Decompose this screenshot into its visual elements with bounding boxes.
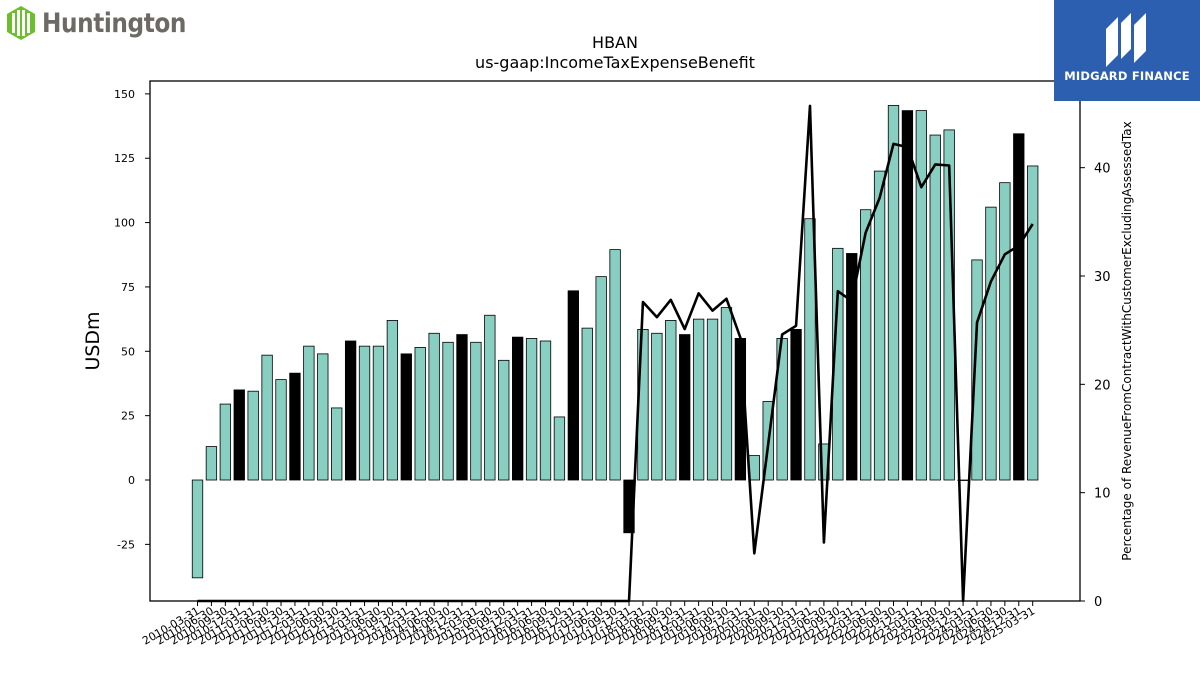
bar-2017-09-30 — [609, 249, 621, 481]
bar-2010-12-31 — [233, 389, 245, 481]
bar-2012-12-31 — [344, 340, 357, 481]
bar-2014-12-31 — [456, 334, 468, 481]
bar-2018-06-30 — [651, 332, 663, 481]
bar-2010-06-30 — [205, 446, 218, 481]
y2-tick-label: 20 — [1094, 378, 1111, 393]
bar-2015-06-30 — [484, 314, 496, 481]
bar-2016-06-30 — [539, 340, 552, 481]
y-tick-label: 50 — [121, 345, 135, 358]
huntington-wordmark: Huntington — [42, 7, 186, 39]
bar-2014-03-31 — [414, 347, 426, 481]
bar-2022-03-31 — [860, 209, 872, 481]
bar-2011-12-31 — [289, 372, 301, 481]
midgard-finance-logo: MIDGARD FINANCE — [1054, 0, 1200, 101]
bar-2012-03-31 — [303, 345, 315, 481]
bar-2012-09-30 — [331, 407, 343, 481]
bar-2022-12-31 — [901, 110, 914, 481]
bar-2013-12-31 — [400, 353, 412, 481]
y2-axis-label: Percentage of RevenueFromContractWithCus… — [1120, 121, 1134, 560]
bar-2019-06-30 — [706, 318, 719, 481]
chart-subtitle: us-gaap:IncomeTaxExpenseBenefit — [475, 53, 755, 72]
bar-2020-12-31 — [790, 329, 802, 481]
y-tick-label: 25 — [121, 410, 135, 423]
bar-2024-12-31 — [1013, 133, 1025, 481]
bar-2011-09-30 — [275, 379, 287, 481]
bar-2010-09-30 — [219, 403, 231, 481]
y2-tick-label: 10 — [1094, 487, 1111, 502]
y-tick-label: 150 — [114, 88, 135, 101]
huntington-logo: Huntington — [4, 4, 209, 42]
y2-tick-label: 40 — [1094, 162, 1111, 177]
bar-2010-03-31 — [191, 479, 204, 579]
bar-2018-09-30 — [665, 320, 677, 481]
bar-2014-09-30 — [442, 341, 454, 481]
bar-2021-03-31 — [804, 218, 816, 481]
y-tick-label: 75 — [121, 281, 135, 294]
bar-2018-12-31 — [679, 334, 691, 481]
bar-2022-09-30 — [887, 105, 900, 481]
bar-2016-12-31 — [567, 290, 579, 481]
y-tick-label: 0 — [128, 474, 135, 487]
huntington-leaf-icon — [7, 6, 35, 40]
bar-2025-03-31 — [1027, 165, 1039, 481]
bar-2024-09-30 — [999, 182, 1011, 481]
y2-tick-label: 0 — [1094, 595, 1102, 610]
bar-2023-03-31 — [915, 110, 927, 481]
bar-2023-06-30 — [929, 134, 941, 481]
bar-2012-06-30 — [317, 353, 329, 481]
bar-2014-06-30 — [428, 332, 440, 481]
bar-2019-09-30 — [720, 307, 733, 481]
y-tick-label: 100 — [114, 217, 135, 230]
bar-2015-09-30 — [498, 359, 510, 481]
bar-2024-03-31 — [971, 259, 983, 481]
bar-2022-06-30 — [873, 170, 886, 481]
y-axis-label: USDm — [82, 311, 104, 370]
bar-2011-03-31 — [247, 390, 259, 481]
bar-2015-12-31 — [512, 336, 524, 481]
chart-title: HBAN — [592, 33, 638, 52]
bar-2013-03-31 — [358, 345, 371, 481]
bar-2011-06-30 — [261, 354, 273, 481]
midgard-wordmark: MIDGARD FINANCE — [1064, 69, 1190, 83]
bar-2017-03-31 — [581, 327, 593, 481]
midgard-monogram-icon — [1106, 13, 1146, 67]
bars-group — [191, 105, 1039, 579]
y2-tick-label: 30 — [1094, 270, 1111, 285]
bar-2013-09-30 — [386, 320, 399, 481]
axes-group: -2502550751001251500102030402010-03-3120… — [114, 80, 1111, 648]
bar-2013-06-30 — [372, 345, 385, 481]
bar-2016-09-30 — [553, 416, 566, 481]
y-tick-label: 125 — [114, 152, 135, 165]
bar-2024-06-30 — [985, 206, 997, 481]
bar-2015-03-31 — [470, 341, 482, 481]
bar-2017-06-30 — [595, 276, 607, 481]
bar-2019-03-31 — [692, 318, 705, 481]
bar-2021-12-31 — [846, 253, 858, 481]
bar-2016-03-31 — [525, 338, 538, 481]
y-tick-label: -25 — [117, 538, 135, 551]
